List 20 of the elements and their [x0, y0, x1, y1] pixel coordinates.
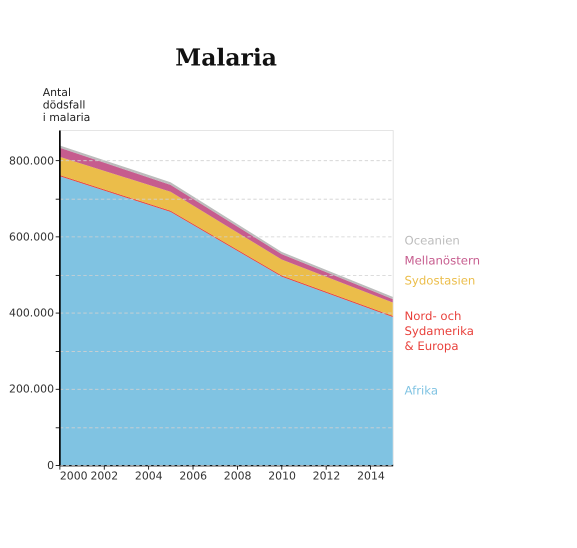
x-tick-label: 2000 — [60, 470, 88, 483]
y-axis-title: Antal dödsfall i malaria — [42, 86, 90, 124]
x-tick-label: 2008 — [224, 470, 252, 483]
y-tick-label: 800.000 — [9, 154, 54, 168]
chart-title: Malaria — [175, 44, 277, 72]
text: Mellanöstern — [404, 254, 480, 268]
x-tick-label: 2010 — [268, 470, 296, 483]
x-tick-label: 2004 — [134, 470, 163, 483]
series-label: Afrika — [404, 383, 438, 398]
text: Oceanien — [404, 233, 460, 248]
x-tick-label: 2002 — [90, 470, 118, 483]
y-tick-label: 0 — [47, 458, 54, 472]
y-tick-label: 400.000 — [9, 306, 54, 320]
y-tick-label: 200.000 — [9, 382, 54, 396]
x-tick-label: 2014 — [357, 470, 385, 483]
x-tick-label: 2006 — [179, 470, 208, 483]
series-label: Sydostasien — [404, 274, 476, 288]
x-tick-label: 2012 — [312, 470, 340, 483]
series-label: Nord- och Sydamerika & Europa — [404, 308, 474, 353]
y-tick-label: 600.000 — [9, 230, 54, 244]
